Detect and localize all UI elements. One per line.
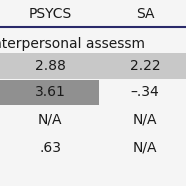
Text: –.34: –.34: [131, 85, 159, 99]
Text: N/A: N/A: [38, 113, 62, 127]
Text: 3.61: 3.61: [35, 85, 66, 99]
Bar: [0, 53, 186, 78]
Text: 2.22: 2.22: [130, 59, 160, 73]
Text: PSYCS: PSYCS: [29, 7, 72, 21]
Text: 2.88: 2.88: [35, 59, 66, 73]
Text: N/A: N/A: [133, 113, 157, 127]
Text: nterpersonal assessm: nterpersonal assessm: [0, 37, 145, 51]
Text: N/A: N/A: [133, 141, 157, 155]
Text: .63: .63: [39, 141, 61, 155]
Text: SA: SA: [136, 7, 154, 21]
Bar: [0, 80, 99, 105]
